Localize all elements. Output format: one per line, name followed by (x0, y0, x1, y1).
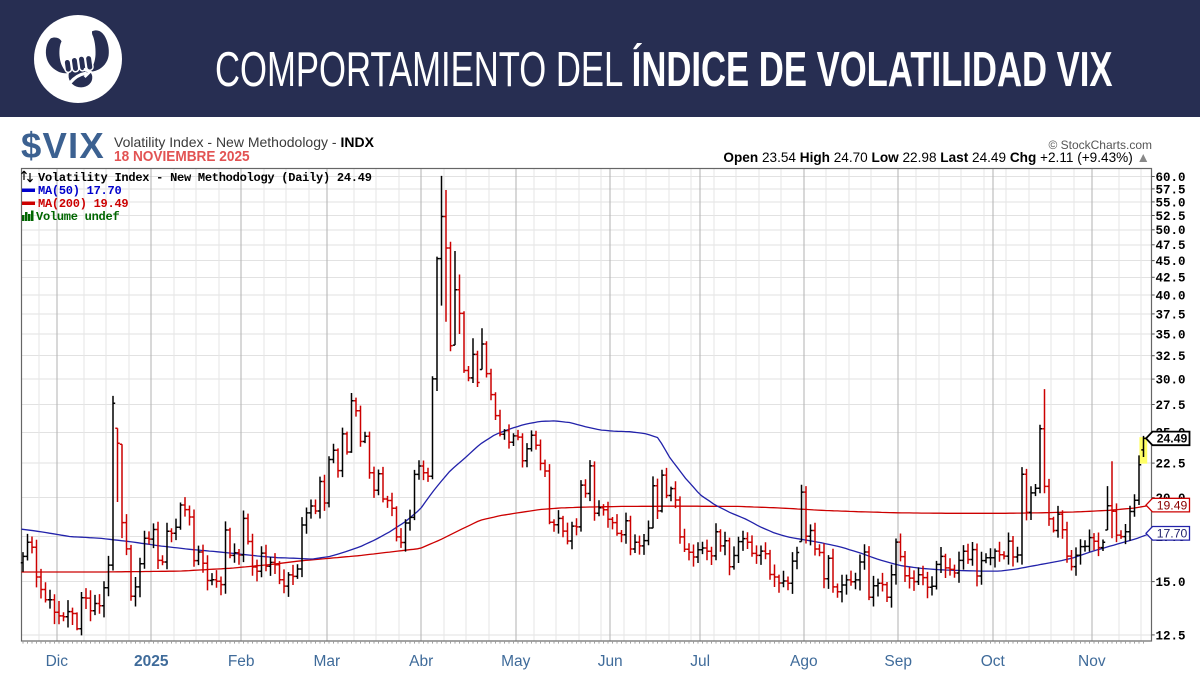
svg-text:22.5: 22.5 (1156, 458, 1186, 472)
svg-text:24.49: 24.49 (1157, 432, 1188, 446)
svg-text:27.5: 27.5 (1156, 399, 1186, 413)
svg-text:Nov: Nov (1078, 653, 1106, 670)
svg-text:Jul: Jul (690, 653, 710, 670)
svg-text:Dic: Dic (46, 653, 69, 670)
svg-text:52.5: 52.5 (1156, 210, 1186, 224)
svg-text:50.0: 50.0 (1156, 224, 1186, 238)
svg-text:Jun: Jun (598, 653, 623, 670)
svg-text:12.5: 12.5 (1156, 629, 1186, 643)
svg-text:57.5: 57.5 (1156, 183, 1186, 197)
svg-text:Sep: Sep (884, 653, 912, 670)
svg-text:35.0: 35.0 (1156, 328, 1186, 342)
svg-text:Ago: Ago (790, 653, 818, 670)
svg-text:May: May (501, 653, 531, 670)
svg-text:Oct: Oct (981, 653, 1006, 670)
svg-text:2025: 2025 (134, 653, 169, 670)
svg-text:Feb: Feb (228, 653, 255, 670)
svg-text:19.49: 19.49 (1157, 498, 1188, 512)
svg-text:60.0: 60.0 (1156, 171, 1186, 185)
svg-text:Abr: Abr (409, 653, 433, 670)
svg-text:Mar: Mar (313, 653, 340, 670)
svg-text:45.0: 45.0 (1156, 255, 1186, 269)
svg-text:55.0: 55.0 (1156, 196, 1186, 210)
svg-text:17.70: 17.70 (1157, 527, 1188, 541)
svg-text:30.0: 30.0 (1156, 374, 1186, 388)
svg-text:47.5: 47.5 (1156, 239, 1186, 253)
svg-text:42.5: 42.5 (1156, 272, 1186, 286)
svg-text:32.5: 32.5 (1156, 350, 1186, 364)
svg-text:15.0: 15.0 (1156, 576, 1186, 590)
svg-text:37.5: 37.5 (1156, 308, 1186, 322)
svg-text:40.0: 40.0 (1156, 289, 1186, 303)
